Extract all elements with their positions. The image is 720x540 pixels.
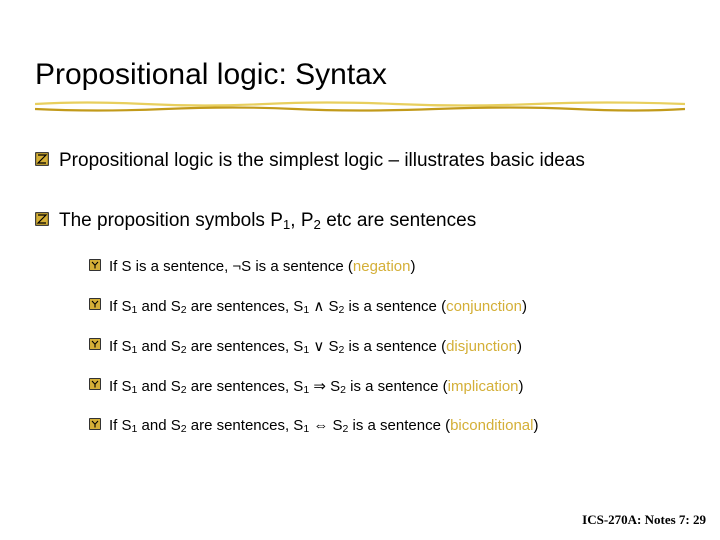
bullet-level1-body: Propositional logic is the simplest logi… bbox=[59, 150, 585, 172]
bullet-level1: Propositional logic is the simplest logi… bbox=[35, 150, 685, 172]
bullet-level1-body: The proposition symbols P1, P2 etc are s… bbox=[59, 210, 538, 456]
underline-stroke-bot bbox=[35, 108, 685, 111]
bullet-level2-text: If S1 and S2 are sentences, S1 ∨ S2 is a… bbox=[109, 337, 522, 355]
bullet-level2: If S1 and S2 are sentences, S1 ∧ S2 is a… bbox=[89, 297, 538, 315]
bullet-level1-text: Propositional logic is the simplest logi… bbox=[59, 150, 585, 172]
keyword: conjunction bbox=[446, 298, 522, 315]
title-underline bbox=[35, 100, 685, 112]
y-bullet-icon bbox=[89, 259, 101, 271]
y-bullet-icon bbox=[89, 338, 101, 350]
bullet-level2: If S1 and S2 are sentences, S1 ⇒ S2 is a… bbox=[89, 377, 538, 395]
bullet-level2-text: If S1 and S2 are sentences, S1 ⇒ S2 is a… bbox=[109, 377, 524, 395]
operator-symbol: ∧ bbox=[313, 298, 324, 315]
operator-symbol: ¬ bbox=[232, 258, 241, 275]
bullet-level2: If S1 and S2 are sentences, S1 ⇔ S2 is a… bbox=[89, 417, 538, 434]
bullet-level2-list: If S is a sentence, ¬S is a sentence (ne… bbox=[89, 258, 538, 434]
keyword: negation bbox=[353, 258, 411, 275]
y-bullet-icon bbox=[89, 378, 101, 390]
bullet-list: Propositional logic is the simplest logi… bbox=[35, 150, 685, 494]
keyword: biconditional bbox=[450, 417, 533, 434]
bullet-level1-text: The proposition symbols P1, P2 etc are s… bbox=[59, 210, 538, 232]
underline-stroke-top bbox=[35, 103, 685, 106]
bullet-level1: The proposition symbols P1, P2 etc are s… bbox=[35, 210, 685, 456]
z-bullet-icon bbox=[35, 152, 49, 166]
z-bullet-icon bbox=[35, 212, 49, 226]
slide: Propositional logic: Syntax Propositiona… bbox=[0, 0, 720, 540]
bullet-level2-text: If S is a sentence, ¬S is a sentence (ne… bbox=[109, 258, 415, 275]
bullet-level2-text: If S1 and S2 are sentences, S1 ∧ S2 is a… bbox=[109, 297, 527, 315]
operator-symbol: ⇔ bbox=[313, 417, 328, 434]
bullet-level2: If S1 and S2 are sentences, S1 ∨ S2 is a… bbox=[89, 337, 538, 355]
footer-text: ICS-270A: Notes 7: 29 bbox=[582, 512, 706, 528]
bullet-level2-text: If S1 and S2 are sentences, S1 ⇔ S2 is a… bbox=[109, 417, 538, 434]
keyword: disjunction bbox=[446, 338, 517, 355]
slide-title: Propositional logic: Syntax bbox=[35, 58, 387, 92]
y-bullet-icon bbox=[89, 298, 101, 310]
operator-symbol: ⇒ bbox=[313, 378, 326, 395]
y-bullet-icon bbox=[89, 418, 101, 430]
keyword: implication bbox=[448, 378, 519, 395]
bullet-level2: If S is a sentence, ¬S is a sentence (ne… bbox=[89, 258, 538, 275]
operator-symbol: ∨ bbox=[313, 338, 324, 355]
